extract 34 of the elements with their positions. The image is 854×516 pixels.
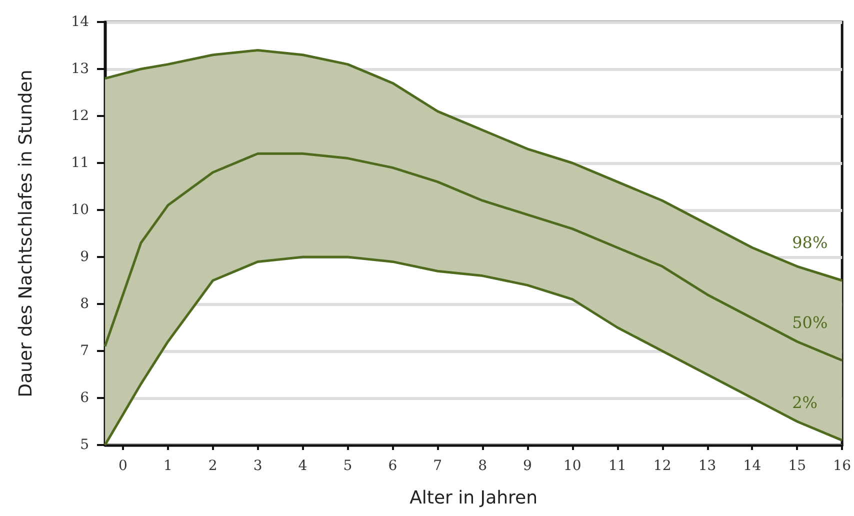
x-tick-label: 11 bbox=[608, 458, 626, 474]
y-tick-label: 13 bbox=[71, 61, 89, 77]
line-series bbox=[104, 152, 844, 362]
x-tick-label: 16 bbox=[833, 458, 852, 474]
x-tick-label: 8 bbox=[478, 458, 487, 474]
x-tick-label: 14 bbox=[743, 458, 762, 474]
series-label: 98% bbox=[792, 233, 828, 252]
y-tick-label: 7 bbox=[80, 343, 89, 359]
line-series bbox=[104, 48, 844, 282]
series-label: 50% bbox=[792, 312, 828, 332]
series-label: 2% bbox=[792, 392, 818, 412]
x-tick-label: 9 bbox=[523, 458, 532, 474]
y-axis-title: Dauer des Nachtschlafes in Stunden bbox=[16, 70, 36, 398]
y-tick-label: 12 bbox=[71, 108, 89, 124]
x-tick-label: 2 bbox=[208, 458, 218, 474]
y-tick-label: 5 bbox=[80, 437, 89, 453]
y-tick-label: 11 bbox=[71, 155, 89, 171]
x-tick-label: 12 bbox=[653, 458, 672, 474]
y-tick-label: 6 bbox=[80, 390, 90, 406]
x-tick-label: 10 bbox=[564, 458, 582, 474]
y-tick-label: 14 bbox=[71, 14, 90, 30]
x-tick-label: 4 bbox=[298, 458, 308, 474]
y-tick-label: 9 bbox=[80, 249, 89, 265]
x-tick-label: 13 bbox=[698, 458, 716, 474]
y-tick-label: 10 bbox=[71, 202, 89, 218]
x-tick-label: 6 bbox=[388, 458, 398, 474]
x-tick-label: 0 bbox=[118, 458, 128, 474]
x-tick-label: 1 bbox=[163, 458, 172, 474]
x-tick-label: 7 bbox=[433, 458, 442, 474]
x-tick-label: 3 bbox=[253, 458, 262, 474]
x-tick-label: 5 bbox=[343, 458, 352, 474]
x-axis-title: Alter in Jahren bbox=[410, 488, 538, 508]
y-tick-label: 8 bbox=[80, 296, 89, 312]
x-tick-label: 15 bbox=[788, 458, 806, 474]
